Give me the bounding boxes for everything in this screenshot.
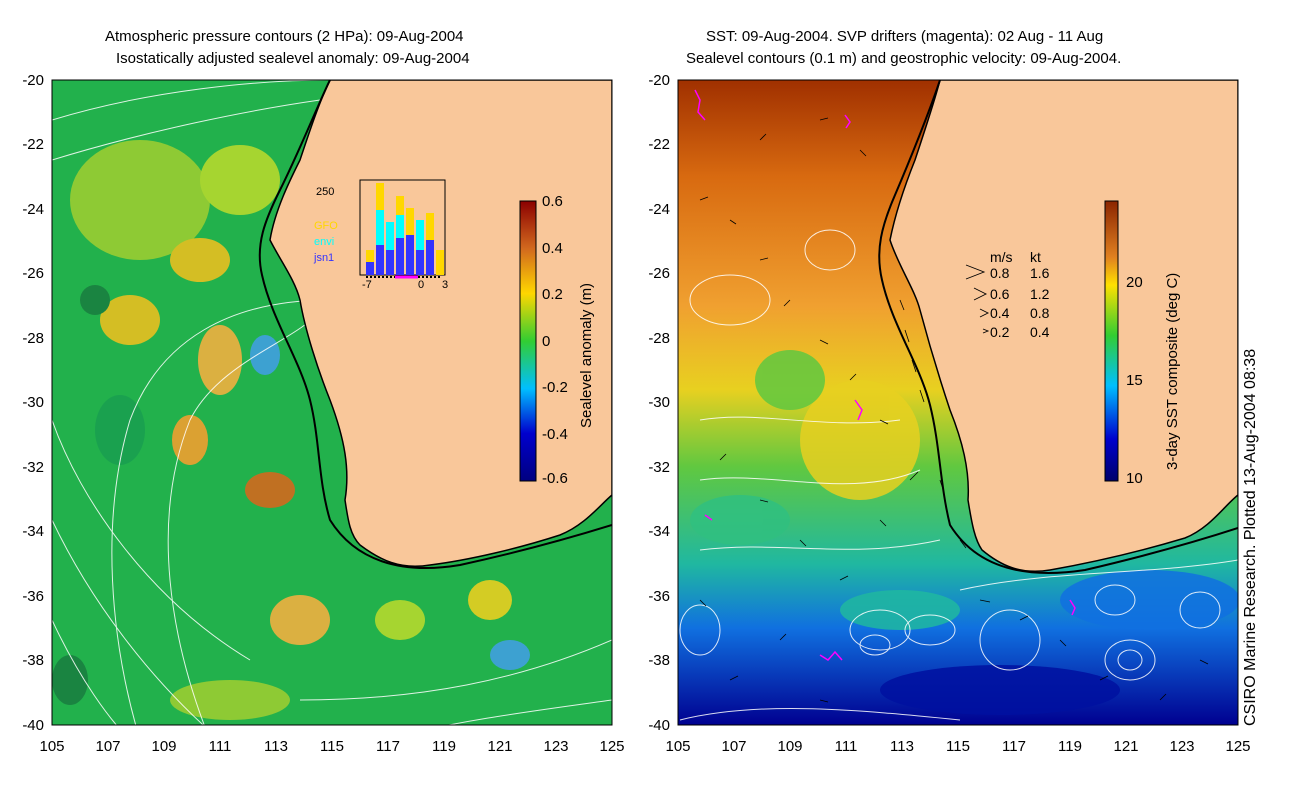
left-xtick: 125 <box>599 738 625 755</box>
right-xtick: 121 <box>1113 738 1139 755</box>
right-ytick: -36 <box>648 588 670 605</box>
left-xtick: 113 <box>264 738 288 755</box>
left-ytick: -34 <box>22 523 44 540</box>
velocity-legend-ms: 0.4 <box>990 305 1010 321</box>
left-xtick: 117 <box>376 738 400 755</box>
left-shelf-contour <box>258 80 612 569</box>
left-xtick: 123 <box>543 738 569 755</box>
left-ytick: -30 <box>22 394 44 411</box>
left-ytick: -32 <box>22 459 44 476</box>
velocity-legend-kt: 1.2 <box>1030 286 1050 302</box>
velocity-legend-arrows <box>965 264 990 334</box>
inset-xtick: 3 <box>442 279 449 291</box>
left-xtick: 109 <box>151 738 177 755</box>
right-ytick: -28 <box>648 330 670 347</box>
left-ytick: -20 <box>22 72 44 89</box>
left-ytick: -26 <box>22 265 44 282</box>
right-xtick: 113 <box>890 738 914 755</box>
right-xtick: 125 <box>1225 738 1251 755</box>
right-xtick: 105 <box>665 738 691 755</box>
left-ytick: -22 <box>22 136 44 153</box>
right-cb-tick: 15 <box>1126 372 1143 389</box>
right-frame <box>677 79 1239 726</box>
right-cb-tick: 10 <box>1126 470 1143 487</box>
right-ytick: -38 <box>648 652 670 669</box>
velocity-legend-ms: 0.8 <box>990 265 1010 281</box>
right-ytick: -30 <box>648 394 670 411</box>
left-cb-tick: -0.4 <box>542 426 568 443</box>
left-cb-tick: 0.4 <box>542 240 563 257</box>
left-xtick: 105 <box>39 738 65 755</box>
right-ytick: -24 <box>648 201 670 218</box>
right-map <box>678 80 1238 725</box>
left-xtick: 111 <box>208 738 232 755</box>
right-colorbar <box>1104 200 1119 482</box>
right-xtick: 107 <box>721 738 747 755</box>
left-cb-tick: 0.2 <box>542 286 563 303</box>
right-shelf-contour <box>878 80 1238 574</box>
left-ytick: -40 <box>22 717 44 734</box>
inset-bars <box>366 183 444 275</box>
right-xtick: 117 <box>1002 738 1026 755</box>
velocity-legend-kt: 0.4 <box>1030 324 1050 340</box>
right-ytick: -22 <box>648 136 670 153</box>
left-xtick: 121 <box>487 738 513 755</box>
right-ytick: -26 <box>648 265 670 282</box>
left-xtick: 119 <box>432 738 456 755</box>
inset-ymax-label: 250 <box>316 186 335 198</box>
velocity-legend-kt: 0.8 <box>1030 305 1050 321</box>
right-xtick: 111 <box>834 738 858 755</box>
left-ytick: -24 <box>22 201 44 218</box>
inset-xtick: 0 <box>418 279 425 291</box>
right-xtick: 119 <box>1058 738 1082 755</box>
geostrophic-velocity-arrows <box>699 117 1209 703</box>
velocity-legend-ms: 0.2 <box>990 324 1010 340</box>
velocity-legend-ms-header: m/s <box>990 249 1013 265</box>
right-ytick: -20 <box>648 72 670 89</box>
velocity-legend-kt: 1.6 <box>1030 265 1050 281</box>
left-cb-tick: -0.2 <box>542 379 568 396</box>
left-cb-tick: -0.6 <box>542 470 568 487</box>
velocity-legend-kt-header: kt <box>1030 249 1041 265</box>
inset-legend-jsn1: jsn1 <box>314 252 335 264</box>
credit-text: CSIRO Marine Research. Plotted 13-Aug-20… <box>1242 348 1259 726</box>
right-colorbar-label: 3-day SST composite (deg C) <box>1164 272 1181 470</box>
left-frame <box>51 79 613 726</box>
inset-xtick: -7 <box>362 279 372 291</box>
right-xtick: 109 <box>777 738 803 755</box>
right-cb-tick: 20 <box>1126 274 1143 291</box>
right-xtick: 115 <box>946 738 970 755</box>
left-xtick: 115 <box>320 738 344 755</box>
right-ytick: -34 <box>648 523 670 540</box>
right-title-line1: SST: 09-Aug-2004. SVP drifters (magenta)… <box>706 28 1104 45</box>
right-australia-land <box>889 80 1238 572</box>
right-ytick: -40 <box>648 717 670 734</box>
right-title-line2: Sealevel contours (0.1 m) and geostrophi… <box>686 50 1122 67</box>
left-xtick: 107 <box>95 738 121 755</box>
left-colorbar <box>519 200 537 482</box>
sealevel-contours <box>679 229 1238 721</box>
left-inset-chart <box>359 179 446 279</box>
left-ytick: -28 <box>22 330 44 347</box>
left-cb-tick: 0.6 <box>542 193 563 210</box>
sst-patches <box>690 350 1238 715</box>
right-xtick: 123 <box>1169 738 1195 755</box>
left-ytick: -38 <box>22 652 44 669</box>
right-ytick: -32 <box>648 459 670 476</box>
inset-legend-gfo: GFO <box>314 220 338 232</box>
left-title-line1: Atmospheric pressure contours (2 HPa): 0… <box>105 28 464 45</box>
left-colorbar-label: Sealevel anomaly (m) <box>578 282 595 428</box>
svp-drifter-tracks <box>694 89 1076 661</box>
inset-legend-envi: envi <box>314 236 335 248</box>
left-title-line2: Isostatically adjusted sealevel anomaly:… <box>116 50 470 67</box>
left-cb-tick: 0 <box>542 333 551 350</box>
left-ytick: -36 <box>22 588 44 605</box>
velocity-legend-ms: 0.6 <box>990 286 1010 302</box>
